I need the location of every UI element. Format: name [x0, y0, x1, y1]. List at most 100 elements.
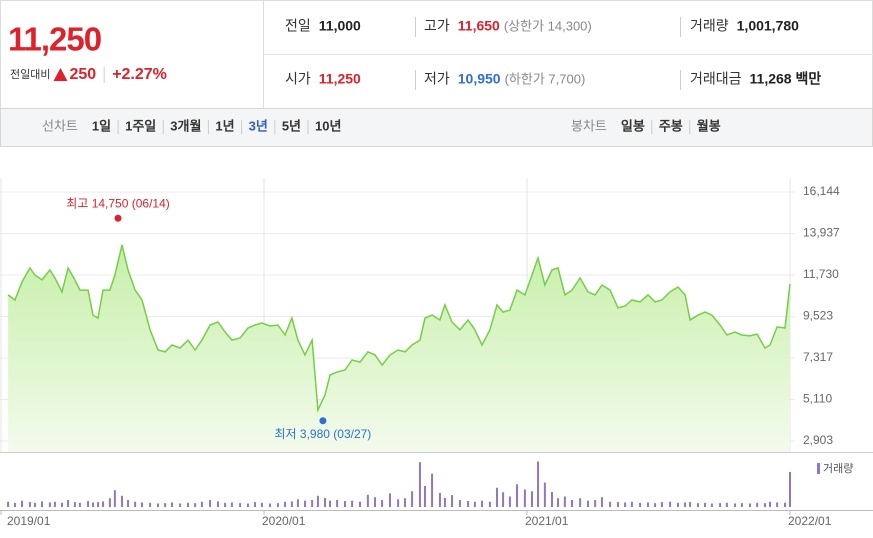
volume-bar	[194, 503, 197, 507]
tab[interactable]: 일봉	[621, 118, 645, 133]
volume-bar	[784, 502, 787, 507]
annotation-label: 최고 14,750 (06/14)	[66, 196, 169, 210]
volume-bar	[102, 501, 105, 507]
volume-bar	[594, 500, 597, 507]
volume-bar	[725, 502, 728, 507]
tab-group-label: 선차트	[42, 118, 78, 133]
volume-bar	[358, 501, 361, 507]
volume-bar	[704, 502, 707, 507]
tab[interactable]: 5년	[282, 118, 301, 133]
tab[interactable]: 1일	[92, 118, 111, 133]
up-arrow	[53, 68, 68, 81]
volume-bar	[296, 499, 299, 507]
y-tick-label: 9,523	[803, 309, 833, 323]
tab[interactable]: 10년	[315, 118, 341, 133]
volume-bar	[21, 500, 24, 507]
summary-value: 10,950	[458, 71, 501, 87]
volume-bar	[676, 502, 679, 507]
volume-bar	[324, 497, 327, 507]
volume-bar	[224, 502, 227, 507]
volume-bar	[186, 502, 189, 507]
volume-bar	[209, 500, 212, 507]
volume-bar	[164, 503, 167, 507]
volume-bar	[563, 496, 566, 507]
volume-bar	[78, 502, 81, 507]
volume-bar	[654, 503, 657, 507]
volume-bar	[276, 503, 279, 507]
volume-bar	[537, 461, 540, 507]
volume-bar	[451, 495, 454, 507]
summary-value: 11,250	[319, 71, 361, 87]
volume-bar	[616, 502, 619, 507]
volume-bar	[216, 501, 219, 507]
tab[interactable]: 주봉	[659, 118, 683, 133]
volume-bar	[719, 503, 722, 507]
volume-bar	[67, 500, 70, 507]
summary-label: 거래량	[690, 18, 729, 34]
volume-bar	[284, 501, 287, 507]
price-line	[7, 244, 791, 413]
volume-bar	[443, 497, 446, 507]
summary-label: 거래대금	[690, 71, 742, 87]
volume-bar	[48, 502, 51, 507]
volume-bar	[254, 502, 257, 507]
volume-bar	[149, 502, 152, 507]
volume-bar	[769, 501, 772, 507]
volume-bar	[639, 502, 642, 507]
volume-bar	[467, 501, 470, 507]
summary-note: (상한가 14,300)	[504, 18, 592, 33]
summary-value: 1,001,780	[737, 18, 799, 34]
price-area	[8, 244, 791, 452]
volume-bar	[53, 501, 56, 507]
change-label: 전일대비	[10, 67, 50, 81]
volume-bar	[488, 501, 491, 507]
tab[interactable]: 월봉	[697, 118, 721, 133]
y-tick-label: 13,937	[803, 226, 840, 240]
tab-group-label: 봉차트	[571, 118, 607, 133]
tab[interactable]: 3년	[249, 118, 268, 133]
volume-bar	[630, 501, 633, 507]
change: 250	[69, 66, 96, 83]
volume-bar	[140, 502, 143, 507]
volume-bar	[127, 500, 130, 507]
summary-value: 11,650	[458, 18, 500, 34]
tab[interactable]: 1년	[215, 118, 234, 133]
volume-bar	[696, 503, 699, 507]
y-tick-label: 7,317	[803, 350, 833, 364]
volume-bar	[403, 498, 406, 507]
tab[interactable]: 1주일	[125, 118, 156, 133]
y-tick-label: 5,110	[803, 392, 832, 406]
volume-bar	[397, 499, 400, 507]
tab[interactable]: 3개월	[170, 118, 201, 133]
volume-bar	[508, 496, 511, 507]
volume-bar	[749, 503, 752, 507]
volume-bar	[134, 501, 137, 507]
volume-bar	[260, 502, 263, 507]
volume-bar	[329, 500, 332, 507]
volume-bar	[61, 502, 64, 507]
volume-bar	[230, 502, 233, 507]
volume-bar	[304, 500, 307, 507]
x-tick-label: 2020/01	[262, 514, 306, 528]
volume-bar	[13, 502, 16, 507]
legend-swatch	[817, 463, 820, 474]
volume-bar	[108, 498, 111, 507]
volume-bar	[170, 502, 173, 507]
volume-bar	[366, 494, 369, 507]
y-tick-label: 16,144	[803, 184, 840, 198]
tab-bar	[0, 108, 873, 147]
volume-bar	[710, 503, 713, 507]
volume-bar	[316, 495, 319, 507]
volume-bar	[120, 495, 123, 507]
volume-bar	[458, 500, 461, 507]
volume-bar	[789, 471, 791, 507]
volume-bar	[157, 503, 160, 507]
volume-bar	[609, 501, 612, 507]
annotation-dot	[114, 214, 122, 222]
volume-bar	[290, 501, 293, 507]
volume-bar	[570, 500, 573, 507]
volume-bar	[543, 482, 546, 507]
summary-value: 11,000	[319, 18, 361, 34]
volume-bar	[669, 501, 672, 507]
